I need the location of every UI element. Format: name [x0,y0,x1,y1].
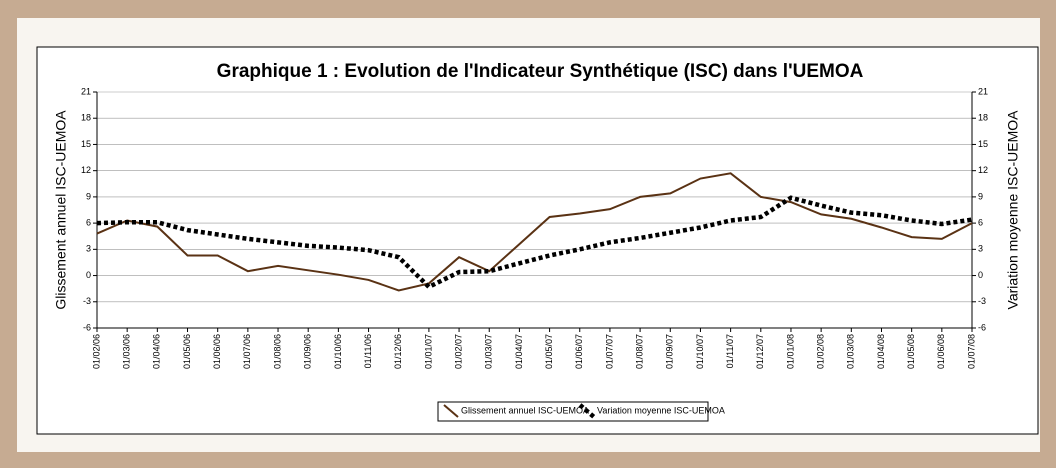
legend-box [437,401,709,422]
y2-axis-label: Variation moyenne ISC-UEMOA [1005,110,1021,310]
x-tick-label: 01/07/07 [604,334,614,369]
y2-tick-label: 0 [978,270,983,280]
x-tick-label: 01/07/06 [242,334,252,369]
x-tick-label: 01/02/08 [816,334,826,369]
x-tick-label: 01/03/06 [122,334,132,369]
x-tick-label: 01/05/08 [906,334,916,369]
y2-tick-label: 15 [978,139,988,149]
series-line [96,172,973,292]
y-tick-label: 18 [81,113,91,123]
x-tick-label: 01/04/06 [152,334,162,369]
y-tick-label: -6 [83,322,91,332]
y-tick-label: 15 [81,139,91,149]
legend-label: Glissement annuel ISC-UEMOA [461,405,589,415]
x-tick-label: 01/08/06 [272,334,282,369]
legend-label: Variation moyenne ISC-UEMOA [597,405,725,415]
x-tick-label: 01/06/08 [936,334,946,369]
x-tick-label: 01/08/07 [634,334,644,369]
x-tick-label: 01/09/07 [665,334,675,369]
x-tick-label: 01/03/07 [484,334,494,369]
x-tick-label: 01/02/06 [91,334,101,369]
y-tick-label: 0 [86,270,91,280]
x-tick-label: 01/01/07 [423,334,433,369]
y-tick-label: 3 [86,244,91,254]
y-tick-label: 21 [81,86,91,96]
y2-tick-label: 6 [978,217,983,227]
y-tick-label: -3 [83,296,91,306]
y2-tick-label: 21 [978,86,988,96]
x-tick-label: 01/11/07 [725,334,735,368]
x-tick-label: 01/03/08 [846,334,856,369]
x-tick-label: 01/09/06 [303,334,313,369]
y2-tick-label: -6 [978,322,986,332]
y-tick-label: 9 [86,191,91,201]
x-tick-label: 01/10/06 [333,334,343,369]
series-line [96,195,973,290]
y-tick-label: 12 [81,165,91,175]
x-tick-label: 01/12/06 [393,334,403,369]
x-tick-label: 01/02/07 [453,334,463,369]
x-tick-label: 01/07/08 [966,334,976,369]
y2-tick-label: 12 [978,165,988,175]
x-tick-label: 01/05/07 [544,334,554,369]
chart-box [36,46,1039,435]
x-tick-label: 01/11/06 [363,334,373,368]
y2-tick-label: 3 [978,244,983,254]
x-tick-label: 01/04/07 [514,334,524,369]
y2-tick-label: 18 [978,113,988,123]
legend-symbol [443,404,459,418]
x-tick-label: 01/04/08 [876,334,886,369]
y-axis-label: Glissement annuel ISC-UEMOA [53,110,69,310]
x-tick-label: 01/05/06 [182,334,192,369]
chart-title: Graphique 1 : Evolution de l'Indicateur … [217,61,864,82]
x-tick-label: 01/06/06 [212,334,222,369]
y-tick-label: 6 [86,217,91,227]
y2-tick-label: 9 [978,191,983,201]
x-tick-label: 01/12/07 [755,334,765,369]
x-tick-label: 01/01/08 [785,334,795,369]
legend-symbol [578,403,596,419]
x-tick-label: 01/06/07 [574,334,584,369]
y2-tick-label: -3 [978,296,986,306]
x-tick-label: 01/10/07 [695,334,705,369]
